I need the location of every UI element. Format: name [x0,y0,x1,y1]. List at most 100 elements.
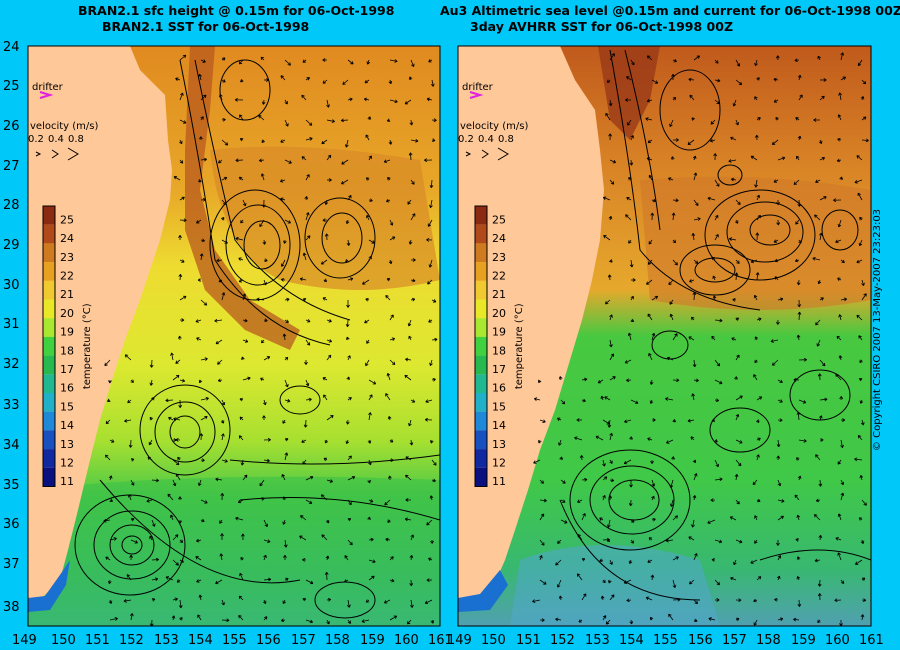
velocity-arrow [861,499,867,506]
velocity-arrow [796,514,801,521]
velocity-arrow [179,139,183,145]
velocity-arrow [796,556,801,561]
velocity-arrow [756,576,762,581]
velocity-scale-value: 0.8 [498,134,514,145]
velocity-arrow [777,499,785,503]
velocity-arrow [693,199,699,206]
velocity-arrow [406,619,412,625]
x-tick-label: 156 [688,633,713,648]
velocity-arrow [609,159,617,164]
velocity-arrow [197,479,202,486]
velocity-arrow [735,499,740,505]
velocity-arrow [776,575,781,581]
x-tick-label: 152 [119,633,144,648]
velocity-arrow [776,199,780,206]
velocity-arrow [282,239,287,244]
velocity-arrow [756,498,761,503]
velocity-arrow [630,519,635,523]
velocity-arrow [777,379,783,384]
velocity-arrow [604,299,611,305]
velocity-arrow [777,479,782,487]
velocity-arrow [626,378,632,383]
velocity-arrow [750,259,758,264]
velocity-arrow [711,256,716,261]
colorbar-tick-label: 17 [492,363,506,376]
velocity-arrow [175,359,181,364]
velocity-arrow [429,179,434,189]
velocity-arrow [860,614,865,621]
velocity-arrow [539,513,545,521]
colorbar-swatch [43,374,55,393]
velocity-arrow [424,417,433,422]
velocity-arrow [533,397,541,401]
right-title-line2: 3day AVHRR SST for 06-Oct-1998 00Z [470,19,734,34]
velocity-arrow [179,617,183,621]
velocity-arrow [261,497,265,501]
velocity-arrow [410,399,416,403]
velocity-arrow [771,359,779,366]
velocity-arrow [857,192,863,201]
velocity-arrow [771,139,779,145]
colorbar-title: temperature (°C) [82,303,93,389]
velocity-arrow [793,179,800,186]
velocity-arrow [861,279,865,286]
velocity-arrow [669,313,674,321]
velocity-arrow [533,459,541,464]
velocity-arrow [200,197,206,202]
colorbar-swatch [43,318,55,337]
velocity-arrow [668,279,674,286]
colorbar-swatch [43,243,55,263]
velocity-arrow [146,499,153,503]
velocity-arrow [389,556,394,561]
velocity-arrow [628,499,633,507]
velocity-arrow [366,339,370,344]
velocity-arrow [731,177,737,182]
velocity-arrow [735,413,740,421]
velocity-arrow [305,339,311,346]
velocity-arrow [797,199,802,207]
velocity-arrow [603,235,611,241]
velocity-arrow [429,439,434,444]
velocity-arrow [672,333,678,341]
velocity-arrow [539,498,547,503]
velocity-arrow [431,138,436,142]
velocity-arrow [645,596,653,601]
velocity-arrow [383,599,391,604]
velocity-arrow [710,498,716,502]
velocity-arrow [408,152,413,161]
velocity-arrow [149,535,153,541]
velocity-arrow [105,454,111,461]
velocity-arrow [200,458,205,463]
right-map-panel [458,46,871,626]
velocity-arrow [428,557,433,561]
velocity-arrow [599,517,604,521]
velocity-arrow [626,76,632,81]
velocity-arrow [342,79,349,85]
velocity-arrow [280,277,286,282]
velocity-arrow [835,373,842,381]
velocity-arrow [672,239,677,244]
velocity-arrow [625,214,632,221]
velocity-arrow [388,139,393,145]
velocity-arrow [345,319,350,328]
velocity-arrow [735,439,743,444]
velocity-arrow [629,436,633,441]
velocity-arrow [714,179,720,187]
velocity-arrow [834,598,842,603]
velocity-arrow [385,294,391,301]
velocity-arrow [216,258,223,263]
velocity-arrow [262,399,267,406]
velocity-arrow [840,418,846,422]
velocity-arrow [175,473,181,481]
y-tick-label: 38 [3,600,20,615]
velocity-arrow [258,115,265,121]
velocity-arrow [797,599,802,607]
colorbar-tick-label: 25 [60,213,74,226]
velocity-arrow [262,415,266,421]
left-panel-frame [27,45,441,627]
velocity-arrow [410,297,416,302]
velocity-arrow [860,419,865,426]
velocity-arrow [283,539,288,548]
velocity-arrow [756,77,760,81]
velocity-arrow [797,311,802,321]
